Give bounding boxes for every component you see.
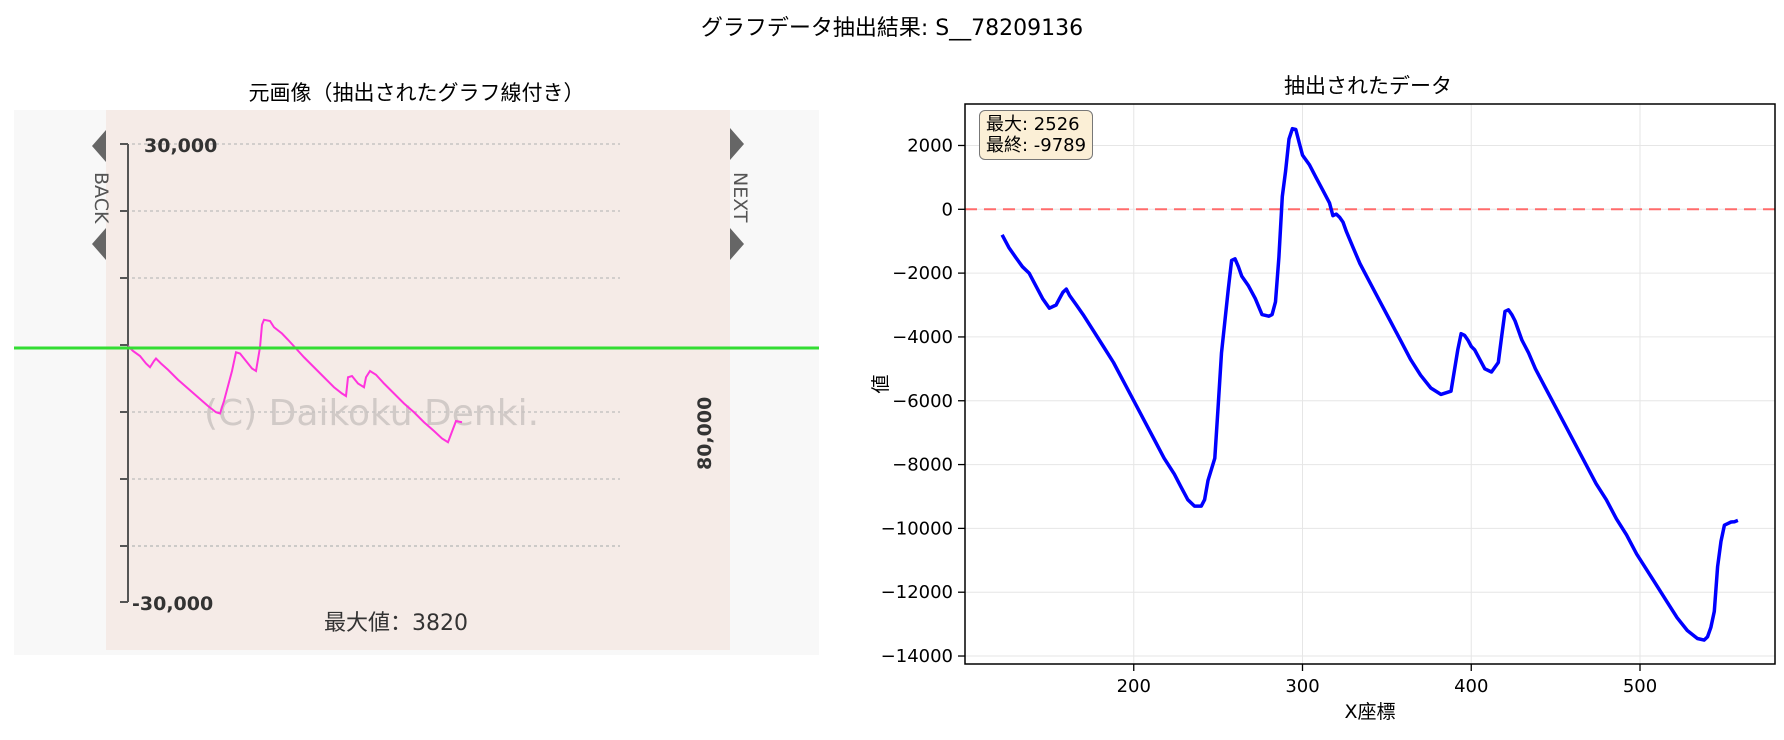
next-label[interactable]: NEXT bbox=[729, 172, 751, 223]
y-tick-label: −8000 bbox=[892, 455, 953, 476]
back-down-arrow-icon[interactable] bbox=[92, 228, 106, 260]
back-up-arrow-icon[interactable] bbox=[92, 130, 106, 162]
y-axis-label: 値 bbox=[870, 374, 892, 393]
next-up-arrow-icon[interactable] bbox=[730, 128, 744, 160]
source-graph-svg: 30,000 -30,000 BACK NEXT 80,000 (C) Daik… bbox=[14, 110, 819, 650]
x-tick-label: 300 bbox=[1285, 676, 1319, 697]
y-tick-label: −6000 bbox=[892, 391, 953, 412]
y-tick-label: −14000 bbox=[881, 646, 953, 667]
y-tick-label: 2000 bbox=[907, 135, 953, 156]
y-tick-label: −2000 bbox=[892, 263, 953, 284]
graph-max-label: 最大値：3820 bbox=[324, 611, 468, 636]
chart-grid bbox=[965, 104, 1775, 664]
left-panel-title: 元画像（抽出されたグラフ線付き） bbox=[248, 81, 585, 105]
source-graph-image: 30,000 -30,000 BACK NEXT 80,000 (C) Daik… bbox=[14, 110, 819, 655]
right-panel-title: 抽出されたデータ bbox=[1284, 74, 1452, 98]
graph-right-label: 80,000 bbox=[694, 397, 716, 470]
x-axis-label: X座標 bbox=[1344, 701, 1395, 720]
x-tick-label: 400 bbox=[1454, 676, 1488, 697]
graph-y-top-label: 30,000 bbox=[144, 135, 217, 157]
graph-trace-line bbox=[127, 318, 463, 444]
graph-background bbox=[106, 110, 730, 650]
stats-box: 最大: 2526 最終: -9789 bbox=[979, 110, 1094, 160]
y-tick-label: −10000 bbox=[881, 518, 953, 539]
watermark-text: (C) Daikoku Denki. bbox=[204, 393, 539, 434]
y-tick-label: −4000 bbox=[892, 327, 953, 348]
graph-ticks bbox=[120, 143, 128, 603]
y-tick-label: 0 bbox=[942, 199, 953, 220]
figure-suptitle: グラフデータ抽出結果: S__78209136 bbox=[700, 16, 1084, 41]
next-down-arrow-icon[interactable] bbox=[730, 228, 744, 260]
x-tick-label: 200 bbox=[1117, 676, 1151, 697]
stats-max: 最大: 2526 bbox=[986, 114, 1080, 135]
y-tick-label: −12000 bbox=[881, 582, 953, 603]
y-axis-ticks: 2000 0 −2000 −4000 −6000 −8000 −10000 −12000 −14… bbox=[881, 135, 965, 667]
x-tick-label: 500 bbox=[1623, 676, 1657, 697]
back-label[interactable]: BACK bbox=[90, 172, 112, 224]
stats-final: 最終: -9789 bbox=[986, 135, 1087, 156]
x-axis-ticks: 200 300 400 500 bbox=[1117, 664, 1657, 697]
extracted-data-chart: 2000 0 −2000 −4000 −6000 −8000 −10000 −12000 −14… bbox=[870, 103, 1776, 720]
plot-frame bbox=[964, 103, 1776, 665]
graph-y-bottom-label: -30,000 bbox=[132, 593, 213, 615]
data-series-line bbox=[1000, 126, 1739, 642]
